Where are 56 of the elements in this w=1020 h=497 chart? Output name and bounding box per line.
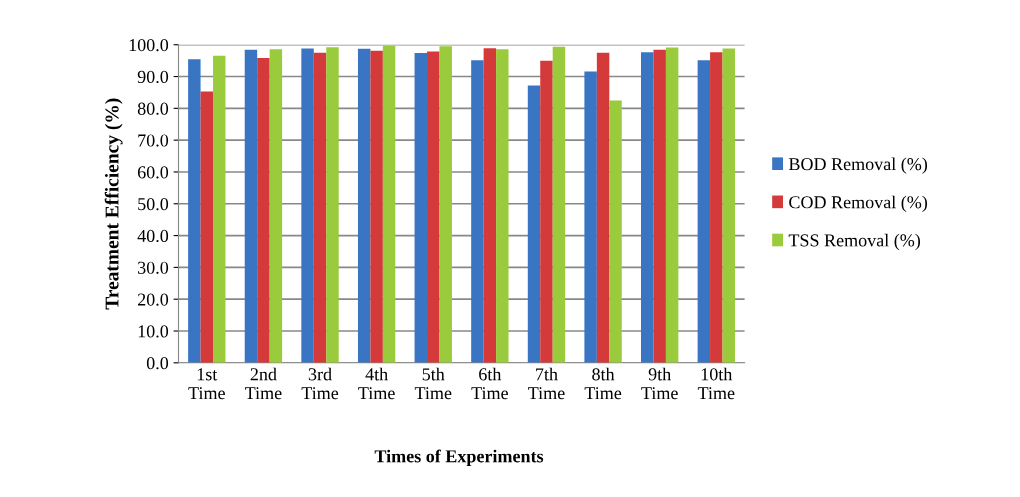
y-tick-label: 30.0 [138, 261, 169, 274]
bar [213, 55, 226, 363]
x-tick-label: 4th Time [358, 367, 395, 400]
legend-label: COD Removal (%) [789, 195, 928, 213]
bar [427, 51, 440, 363]
bar [301, 48, 314, 363]
legend-label: TSS Removal (%) [788, 233, 921, 251]
x-tick-label: 10th Time [697, 367, 735, 400]
y-tick-label: 100.0 [129, 38, 169, 52]
x-tick-label: 6th Time [471, 367, 508, 400]
x-tick-label: 1st Time [188, 368, 225, 400]
bar [382, 45, 396, 363]
x-tick-label: 5th Time [414, 367, 452, 400]
bar [653, 49, 666, 363]
bar [722, 48, 735, 363]
bar [471, 60, 484, 363]
y-tick-label: 50.0 [138, 198, 169, 211]
bar [483, 48, 497, 363]
y-tick-label: 80.0 [137, 102, 169, 115]
y-axis-title: Treatment Efficiency (%) [104, 98, 123, 310]
bar [244, 49, 258, 363]
bar [257, 58, 270, 363]
bar [641, 52, 654, 363]
bar [609, 100, 622, 363]
x-axis-title: Times of Experiments [374, 449, 544, 467]
y-tick-label: 70.0 [138, 134, 169, 147]
bar [540, 60, 553, 363]
x-tick-label: 9th Time [641, 367, 678, 400]
y-tick-label: 20.0 [137, 293, 169, 306]
bar [697, 60, 711, 363]
y-tick-label: 60.0 [137, 166, 169, 179]
bar [414, 53, 428, 363]
x-tick-label: 7th Time [528, 367, 565, 400]
bar [584, 71, 597, 363]
legend-label: BOD Removal (%) [788, 157, 928, 174]
bar [313, 52, 327, 363]
bar [665, 47, 679, 363]
bar [710, 52, 723, 363]
y-tick-label: 0.0 [146, 357, 169, 370]
x-tick-label: 3rd Time [301, 367, 339, 400]
x-tick-label: 8th Time [584, 367, 622, 400]
y-tick-label: 10.0 [138, 325, 169, 338]
bar [596, 52, 610, 363]
bar [326, 47, 339, 363]
bar [357, 48, 371, 363]
bar [552, 46, 566, 363]
bar [527, 85, 541, 363]
bar [370, 50, 383, 363]
bar [439, 46, 452, 363]
bar [188, 59, 201, 363]
y-tick-label: 90.0 [137, 70, 169, 84]
y-tick-label: 40.0 [137, 229, 169, 243]
bar [269, 49, 283, 363]
x-tick-label: 2nd Time [245, 367, 282, 400]
bar [496, 49, 509, 363]
bar [200, 91, 214, 363]
